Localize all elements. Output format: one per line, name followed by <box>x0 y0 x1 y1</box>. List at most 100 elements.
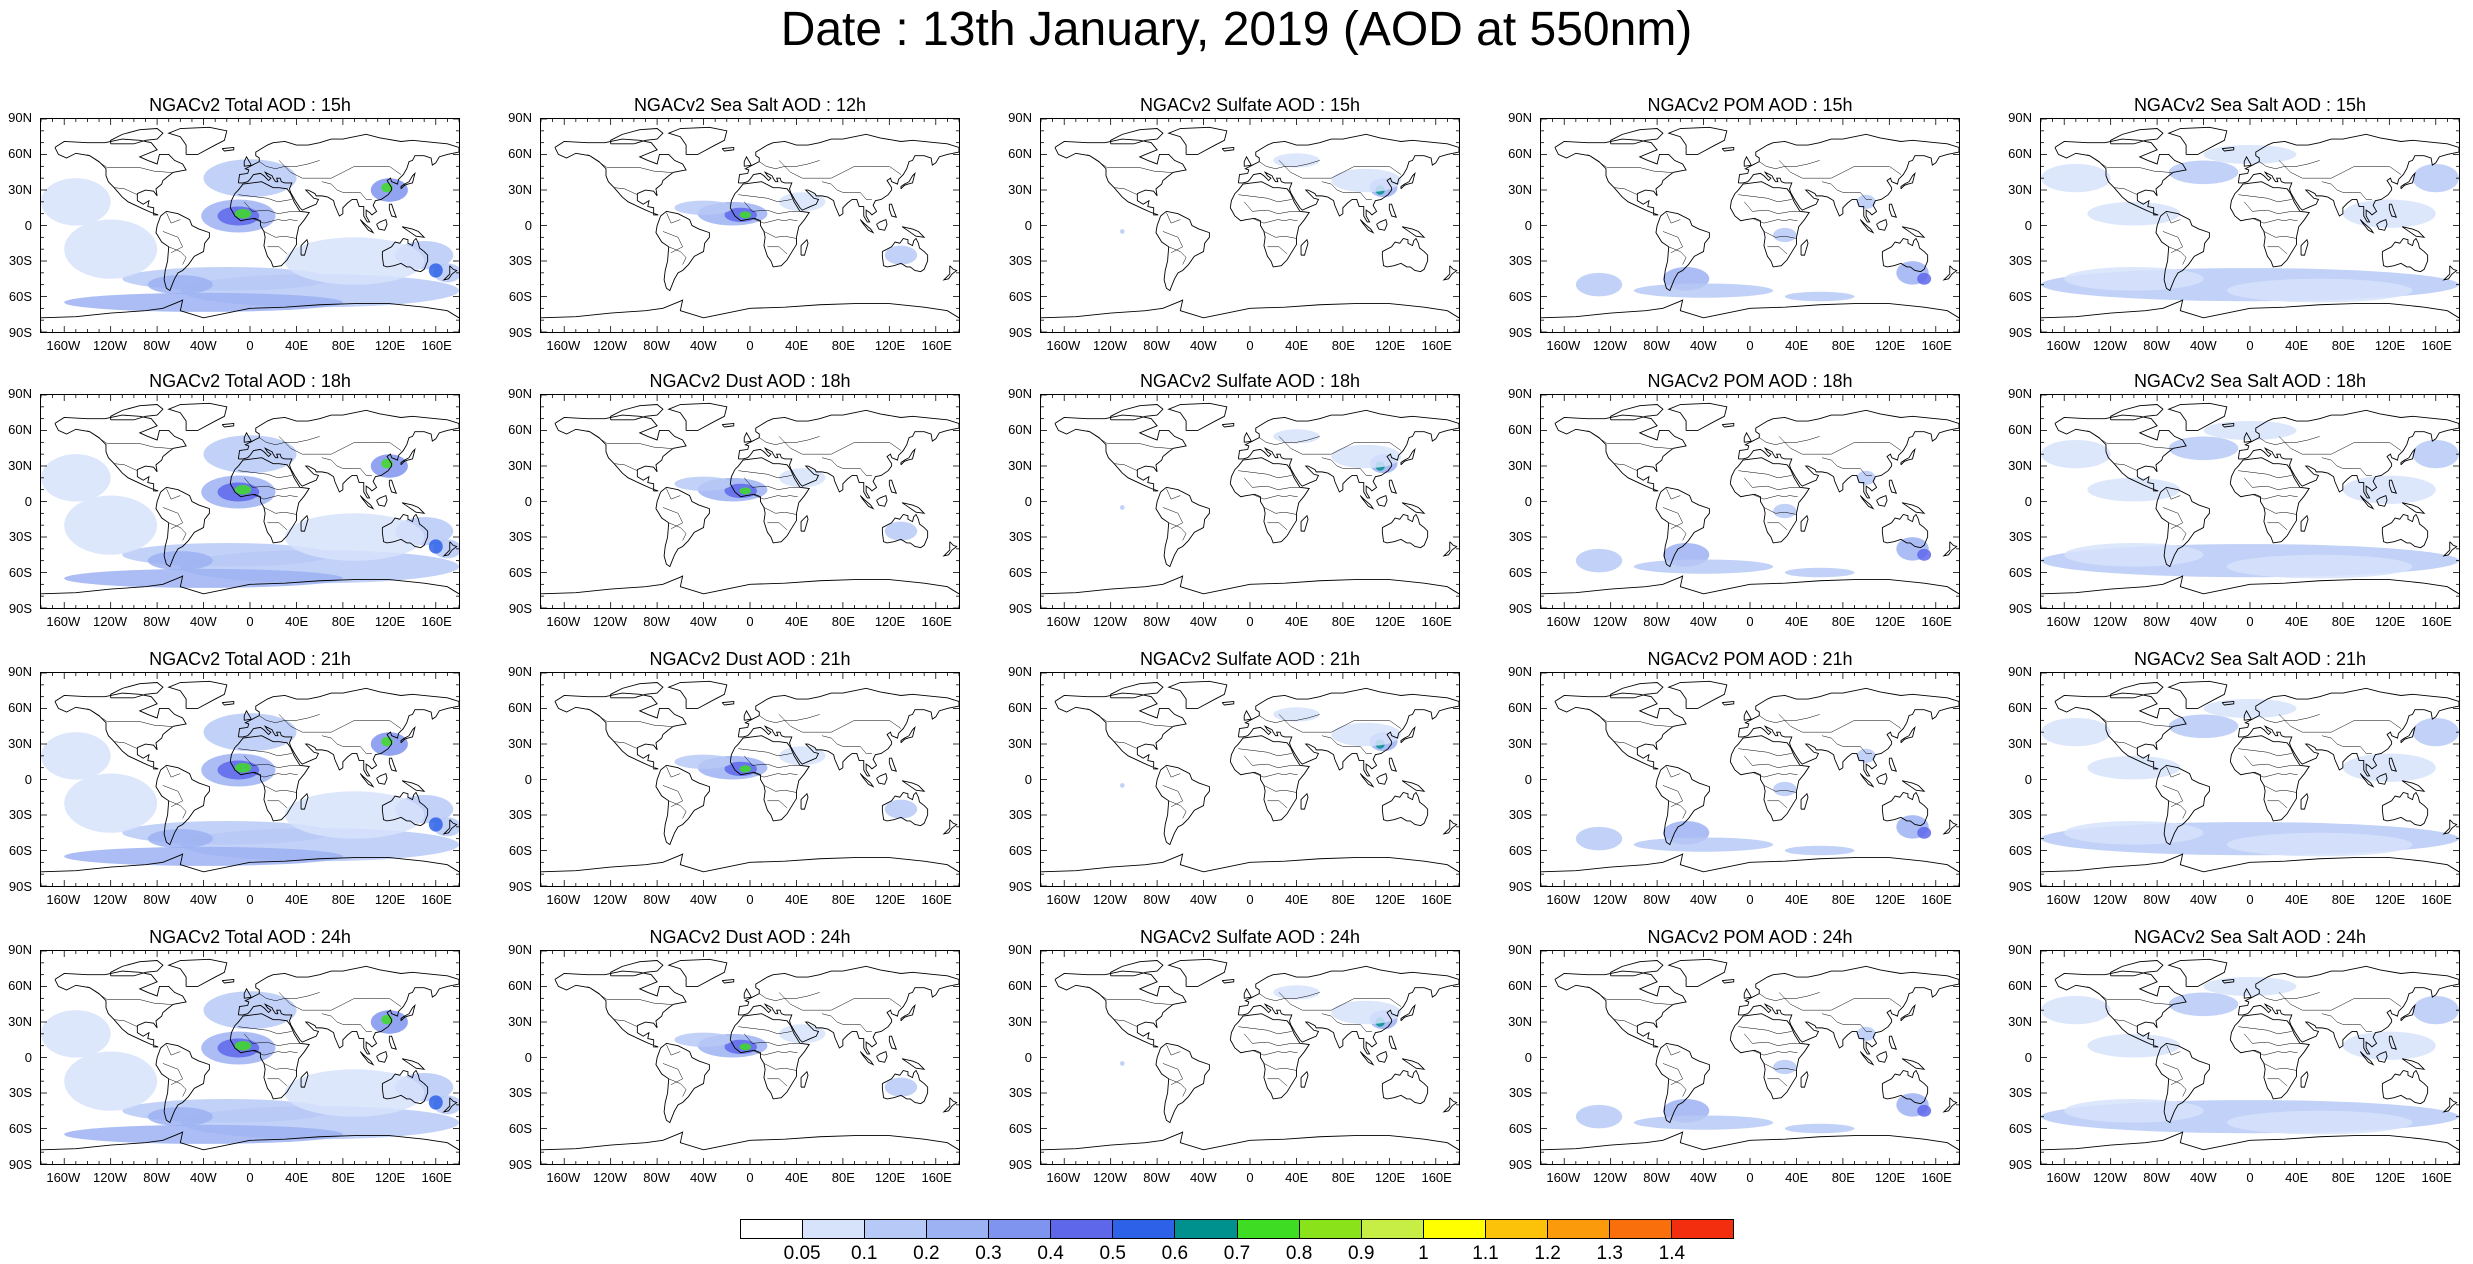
lon-tick-label: 160W <box>2046 338 2081 353</box>
lat-tick-label: 60S <box>2008 843 2032 859</box>
coastline <box>800 792 809 810</box>
lon-tick-label: 160W <box>1546 614 1581 629</box>
country-border <box>2267 246 2288 255</box>
coastline <box>243 709 252 721</box>
coastline <box>401 1058 426 1070</box>
lon-tick-label: 120W <box>2093 1170 2127 1185</box>
coastline <box>729 735 810 822</box>
coastline <box>243 155 252 167</box>
country-border <box>752 218 798 224</box>
lat-tick-label: 90S <box>1008 601 1032 616</box>
coastline <box>1376 772 1388 785</box>
aod-plume <box>1856 1026 1876 1041</box>
coastline <box>1942 265 1958 281</box>
lon-tick-label: 120W <box>1593 1170 1627 1185</box>
lat-tick-label: 90N <box>8 942 32 957</box>
coastline <box>859 1051 875 1066</box>
lon-tick-label: 40E <box>1285 614 1309 629</box>
coastline <box>610 404 664 421</box>
coastline <box>1381 237 1429 273</box>
coastline <box>155 764 210 846</box>
lon-tick-label: 120E <box>1874 338 1906 353</box>
coastline <box>2401 780 2426 792</box>
lat-tick-label: 60S <box>508 289 532 305</box>
coastline <box>1359 495 1375 510</box>
country-border <box>752 772 798 778</box>
lon-tick-label: 160E <box>921 338 952 353</box>
lon-tick-label: 40W <box>689 614 717 629</box>
country-border <box>1114 463 1138 471</box>
lat-tick-label: 30S <box>2008 807 2032 823</box>
lat-tick-label: 30N <box>1008 457 1032 473</box>
world-map <box>2040 950 2460 1165</box>
lon-tick-label: 0 <box>1246 338 1254 353</box>
coastline <box>1401 226 1426 238</box>
country-border <box>767 800 788 809</box>
coastline <box>1554 138 1687 216</box>
lat-tick-label: 60N <box>2008 421 2032 437</box>
country-border <box>252 494 298 500</box>
lat-tick-label: 30N <box>508 457 532 473</box>
colorbar <box>740 1219 1734 1239</box>
lon-tick-label: 0 <box>2246 1170 2254 1185</box>
coastline <box>1110 404 1164 421</box>
lon-tick-label: 40W <box>689 1170 717 1185</box>
aod-plume <box>147 1107 213 1127</box>
lon-tick-label: 80E <box>331 614 355 629</box>
colorbar-swatch <box>1361 1220 1424 1238</box>
coastline <box>1667 680 1728 709</box>
country-border <box>1767 800 1788 809</box>
coastline <box>2041 575 2459 595</box>
aod-plume <box>2064 267 2204 291</box>
aod-plume <box>2168 160 2239 185</box>
country-border <box>744 755 800 768</box>
coastline <box>2243 431 2252 443</box>
coastline <box>1655 486 1710 568</box>
coastline <box>376 1050 388 1063</box>
lat-tick-label: 90N <box>508 110 532 125</box>
colorbar-label: 0.5 <box>1099 1243 1126 1264</box>
coastline <box>1300 514 1309 532</box>
country-border <box>2244 1033 2300 1046</box>
lon-tick-label: 80E <box>831 1170 855 1185</box>
lat-tick-label: 60S <box>2008 1121 2032 1137</box>
country-border <box>1166 212 1181 224</box>
aod-plume <box>203 713 297 752</box>
aod-plume <box>779 468 826 488</box>
coastline <box>1110 960 1164 977</box>
lat-tick-label: 90N <box>1508 110 1532 125</box>
coastline <box>1800 238 1809 256</box>
aod-plume <box>1917 826 1932 839</box>
country-border <box>1668 800 1687 819</box>
lon-tick-label: 120E <box>874 614 906 629</box>
lat-tick-label: 30S <box>508 807 532 823</box>
coastline <box>554 414 687 492</box>
map-panel: NGACv2 POM AOD : 18h 90N 60N 30N 0 30S 60S 90S 1… <box>1500 372 1970 637</box>
country-border <box>1587 986 1673 1005</box>
coastline <box>2442 541 2458 557</box>
coastline <box>743 709 752 721</box>
lat-tick-label: 90N <box>1008 110 1032 125</box>
aod-plume <box>428 263 443 278</box>
coastline <box>41 299 459 319</box>
country-border <box>2168 522 2187 541</box>
country-border <box>263 785 297 793</box>
lon-tick-label: 40E <box>785 338 809 353</box>
coastline <box>1229 1013 1310 1100</box>
coastline <box>1901 226 1926 238</box>
coastline <box>1859 495 1875 510</box>
coastline <box>1054 414 1187 492</box>
aod-plume <box>284 1069 425 1117</box>
coastline <box>1729 1013 1810 1100</box>
coastline <box>1155 486 1210 568</box>
aod-plume <box>1917 272 1932 285</box>
country-border <box>1666 212 1681 224</box>
lon-tick-label: 120E <box>374 1170 406 1185</box>
country-border <box>1263 785 1297 793</box>
country-border <box>2114 463 2138 471</box>
coastline <box>876 218 888 231</box>
coastline <box>667 958 728 987</box>
aod-plume <box>2226 832 2413 857</box>
coastline <box>1859 219 1875 234</box>
lat-tick-label: 30N <box>2008 1013 2032 1029</box>
